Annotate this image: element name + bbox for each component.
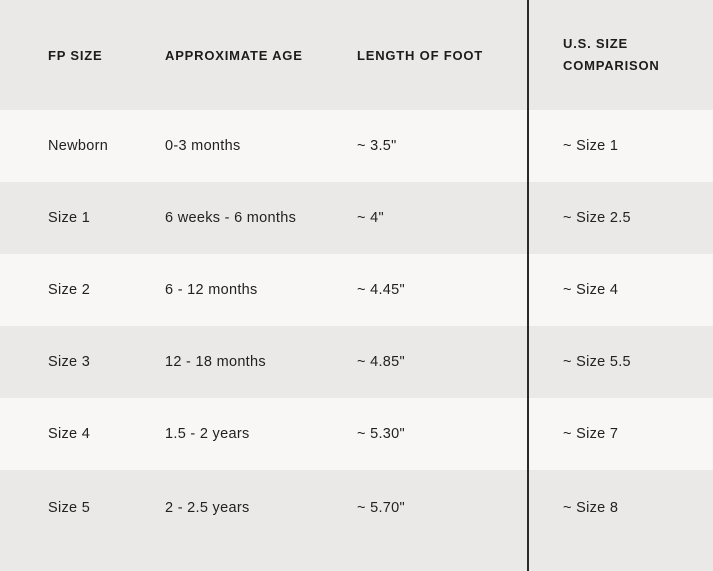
cell-length: ~ 3.5"	[357, 138, 397, 154]
cell-length: ~ 4.45"	[357, 282, 405, 298]
table-row: Size 3 12 - 18 months ~ 4.85" ~ Size 5.5	[0, 326, 713, 398]
cell-length: ~ 4.85"	[357, 354, 405, 370]
table-header-row: FP SIZE APPROXIMATE AGE LENGTH OF FOOT U…	[0, 0, 713, 110]
table-row: Newborn 0-3 months ~ 3.5" ~ Size 1	[0, 110, 713, 182]
cell-fp-size: Size 5	[48, 499, 91, 516]
table-row: Size 5 2 - 2.5 years ~ 5.70" ~ Size 8	[0, 470, 713, 571]
cell-length: ~ 4"	[357, 210, 384, 226]
header-length: LENGTH OF FOOT	[357, 47, 484, 63]
cell-length: ~ 5.30"	[357, 426, 405, 442]
cell-length: ~ 5.70"	[357, 499, 405, 516]
header-us-size: U.S. SIZE COMPARISON	[563, 36, 660, 73]
table-row: Size 1 6 weeks - 6 months ~ 4" ~ Size 2.…	[0, 182, 713, 254]
cell-us-size: ~ Size 7	[563, 426, 619, 442]
vertical-divider	[527, 0, 529, 571]
cell-fp-size: Newborn	[48, 138, 109, 154]
cell-us-size: ~ Size 5.5	[563, 354, 631, 370]
cell-age: 1.5 - 2 years	[165, 426, 250, 442]
cell-age: 12 - 18 months	[165, 354, 266, 370]
cell-us-size: ~ Size 8	[563, 499, 619, 516]
table-row: Size 4 1.5 - 2 years ~ 5.30" ~ Size 7	[0, 398, 713, 470]
cell-fp-size: Size 4	[48, 426, 91, 442]
header-age: APPROXIMATE AGE	[165, 47, 303, 63]
cell-us-size: ~ Size 2.5	[563, 210, 631, 226]
cell-fp-size: Size 1	[48, 210, 91, 226]
cell-age: 0-3 months	[165, 138, 241, 154]
cell-us-size: ~ Size 1	[563, 138, 619, 154]
cell-age: 2 - 2.5 years	[165, 499, 250, 516]
cell-age: 6 - 12 months	[165, 282, 258, 298]
cell-us-size: ~ Size 4	[563, 282, 619, 298]
cell-age: 6 weeks - 6 months	[165, 210, 297, 226]
table-row: Size 2 6 - 12 months ~ 4.45" ~ Size 4	[0, 254, 713, 326]
cell-fp-size: Size 2	[48, 282, 91, 298]
header-fp-size: FP SIZE	[48, 47, 103, 63]
cell-fp-size: Size 3	[48, 354, 91, 370]
